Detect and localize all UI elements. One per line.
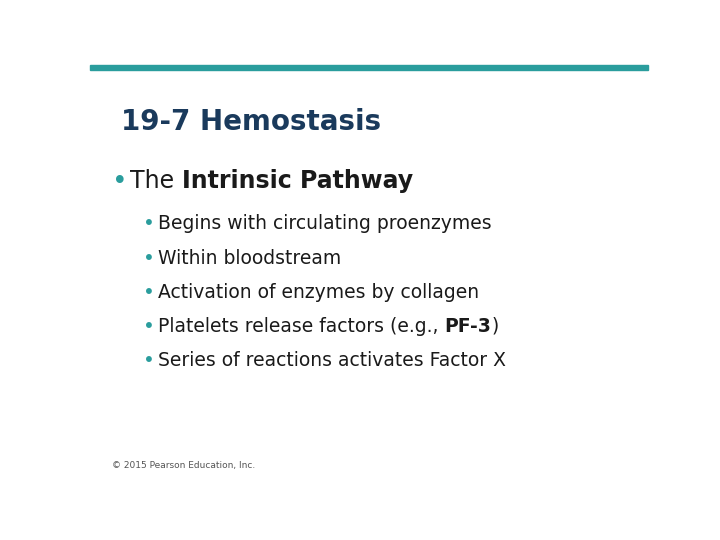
Text: •: •	[112, 168, 128, 195]
Text: •: •	[143, 282, 155, 302]
Text: Series of reactions activates Factor X: Series of reactions activates Factor X	[158, 351, 506, 370]
Text: Activation of enzymes by collagen: Activation of enzymes by collagen	[158, 282, 480, 302]
Text: •: •	[143, 214, 155, 233]
Text: 19-7 Hemostasis: 19-7 Hemostasis	[121, 109, 381, 137]
Bar	[90, 65, 648, 70]
Text: Platelets release factors (e.g.,: Platelets release factors (e.g.,	[158, 317, 444, 336]
Text: •: •	[143, 351, 155, 370]
Text: Intrinsic Pathway: Intrinsic Pathway	[182, 168, 413, 193]
Text: Begins with circulating proenzymes: Begins with circulating proenzymes	[158, 214, 492, 233]
Text: PF-3: PF-3	[444, 317, 492, 336]
Text: •: •	[143, 248, 155, 268]
Text: The: The	[130, 168, 182, 193]
Text: •: •	[143, 317, 155, 336]
Text: ): )	[492, 317, 499, 336]
Text: © 2015 Pearson Education, Inc.: © 2015 Pearson Education, Inc.	[112, 461, 256, 470]
Text: Within bloodstream: Within bloodstream	[158, 248, 341, 268]
